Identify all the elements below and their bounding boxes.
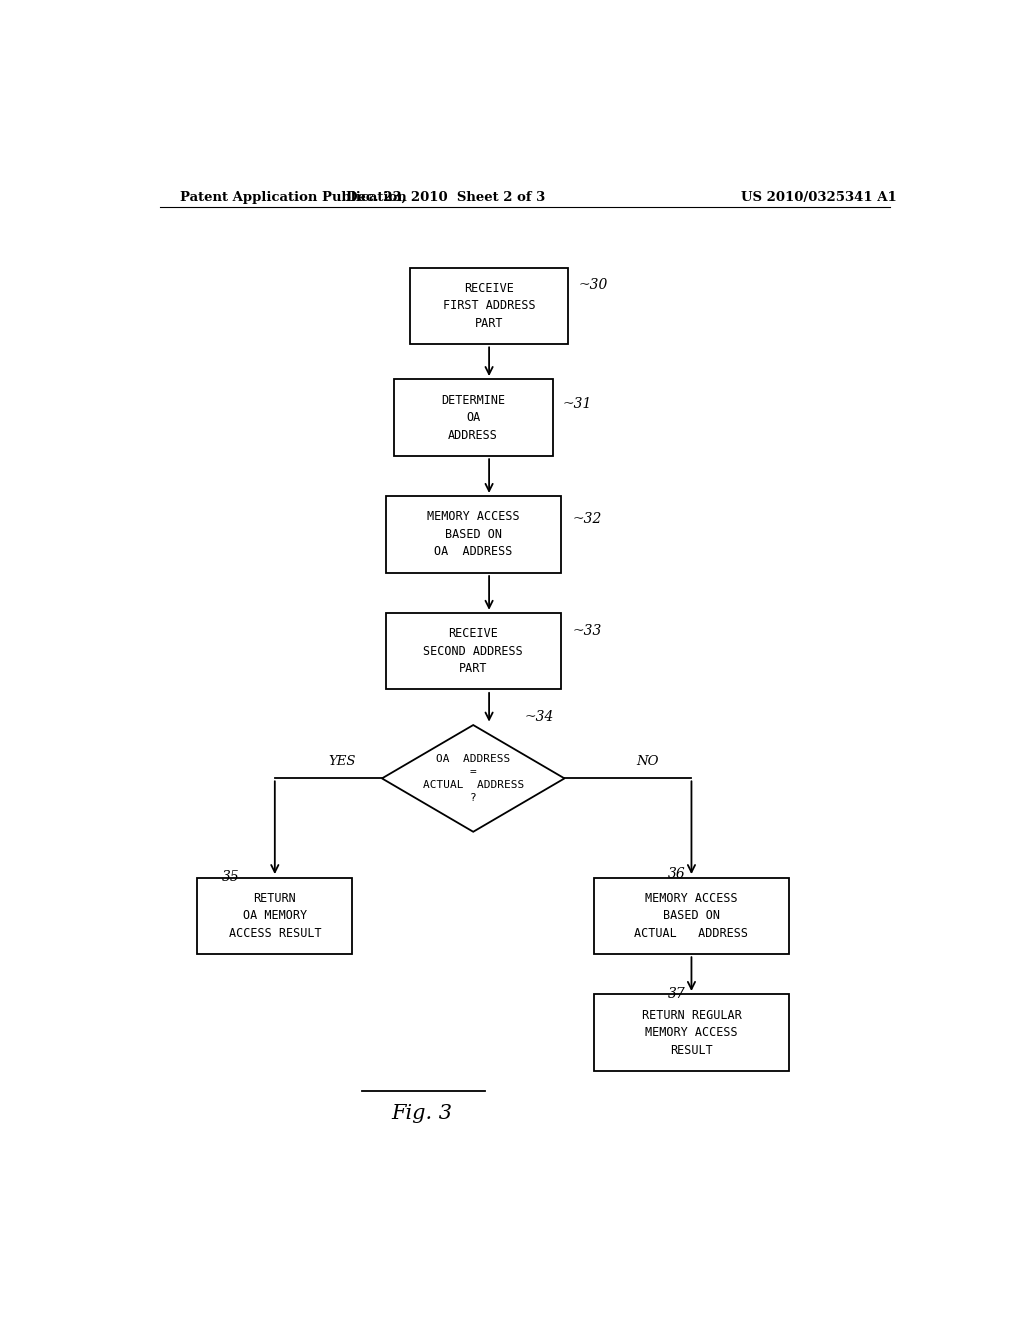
Text: ~31: ~31 (563, 397, 592, 412)
Text: ~34: ~34 (524, 710, 554, 725)
Text: YES: YES (329, 755, 356, 768)
Text: RECEIVE
SECOND ADDRESS
PART: RECEIVE SECOND ADDRESS PART (423, 627, 523, 676)
Text: Patent Application Publication: Patent Application Publication (179, 190, 407, 203)
FancyBboxPatch shape (410, 268, 568, 345)
Text: OA  ADDRESS
=
ACTUAL  ADDRESS
?: OA ADDRESS = ACTUAL ADDRESS ? (423, 754, 524, 803)
Text: 37: 37 (668, 987, 685, 1001)
FancyBboxPatch shape (386, 496, 560, 573)
Text: ~32: ~32 (572, 512, 602, 527)
Text: Fig. 3: Fig. 3 (391, 1105, 453, 1123)
Text: MEMORY ACCESS
BASED ON
OA  ADDRESS: MEMORY ACCESS BASED ON OA ADDRESS (427, 511, 519, 558)
Text: RECEIVE
FIRST ADDRESS
PART: RECEIVE FIRST ADDRESS PART (442, 281, 536, 330)
Text: US 2010/0325341 A1: US 2010/0325341 A1 (740, 190, 896, 203)
Text: 36: 36 (668, 867, 685, 880)
Text: ~33: ~33 (572, 624, 602, 638)
FancyBboxPatch shape (394, 379, 553, 455)
FancyBboxPatch shape (198, 878, 352, 954)
Text: MEMORY ACCESS
BASED ON
ACTUAL   ADDRESS: MEMORY ACCESS BASED ON ACTUAL ADDRESS (635, 891, 749, 940)
Text: Dec. 23, 2010  Sheet 2 of 3: Dec. 23, 2010 Sheet 2 of 3 (346, 190, 545, 203)
Text: RETURN
OA MEMORY
ACCESS RESULT: RETURN OA MEMORY ACCESS RESULT (228, 891, 322, 940)
Text: RETURN REGULAR
MEMORY ACCESS
RESULT: RETURN REGULAR MEMORY ACCESS RESULT (642, 1008, 741, 1056)
FancyBboxPatch shape (386, 614, 560, 689)
FancyBboxPatch shape (594, 878, 788, 954)
Text: 35: 35 (221, 870, 240, 884)
FancyBboxPatch shape (594, 994, 788, 1071)
Text: ~30: ~30 (579, 279, 608, 293)
Polygon shape (382, 725, 564, 832)
Text: DETERMINE
OA
ADDRESS: DETERMINE OA ADDRESS (441, 393, 505, 442)
Text: NO: NO (636, 755, 658, 768)
